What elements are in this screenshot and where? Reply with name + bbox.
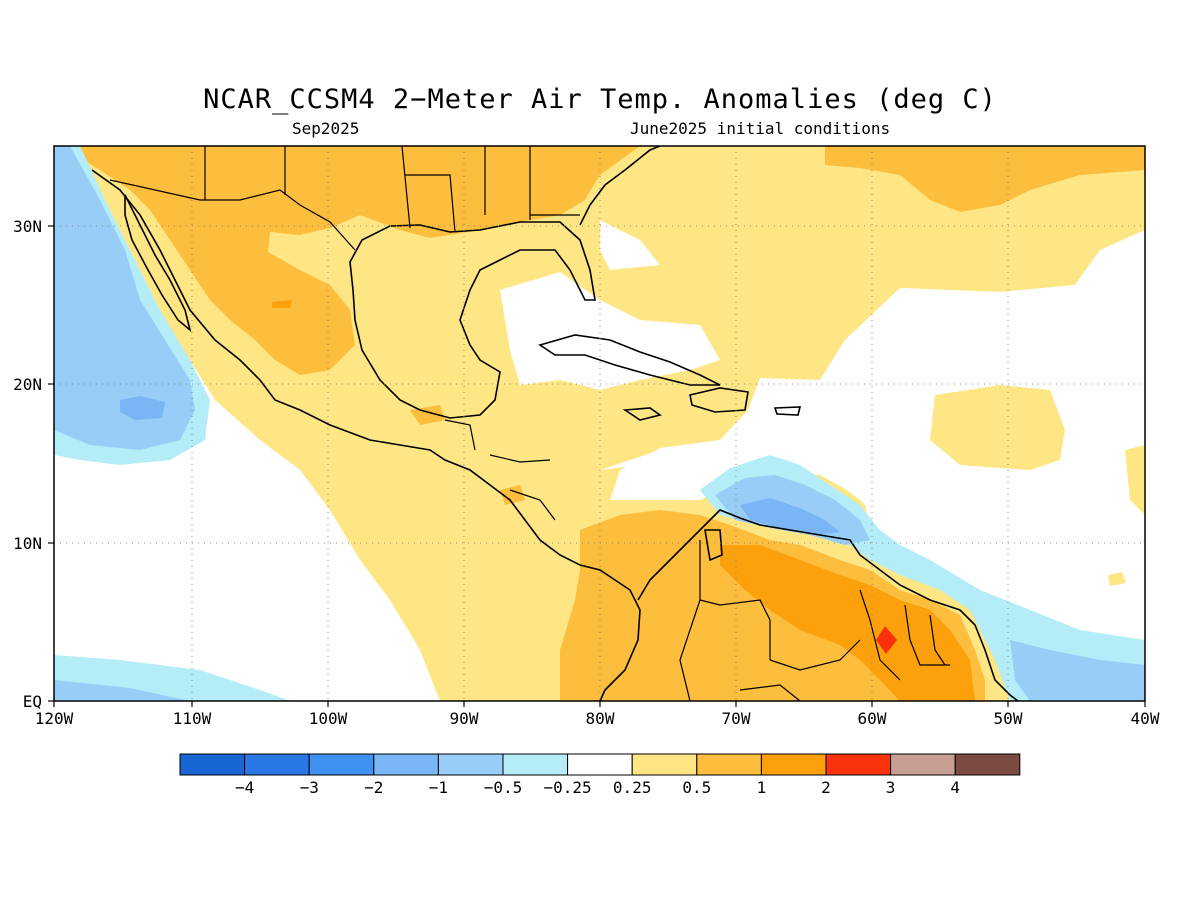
legend-swatch [373,753,439,776]
legend-swatch [437,753,504,776]
legend-swatch [890,753,956,776]
anomaly-field-light-blue-atlantic [1010,640,1145,701]
anomaly-field-red [876,626,897,654]
anomaly-field-orange-northeast [825,146,1145,212]
anomaly-field-light-yellow-edge [1125,445,1145,515]
legend-label: 4 [950,778,960,797]
anomaly-field-light-blue-pacific [54,146,195,450]
gridlines [54,146,1145,701]
longitude-labels: 120W 110W 100W 90W 80W 70W 60W 50W 40W [35,709,1160,728]
lon-label: 40W [1131,709,1160,728]
legend-label: −4 [235,778,254,797]
legend-label: −0.5 [484,778,523,797]
anomaly-field-dark-orange [720,545,975,701]
legend-swatch [308,753,375,776]
legend-label: 0.5 [682,778,711,797]
axis-ticks [48,225,1146,707]
anomaly-field-white-south-atlantic [1060,365,1145,470]
coastline-jamaica [622,407,662,421]
lon-label: 70W [722,709,751,728]
anomaly-field-white-east-atlantic [820,230,1145,400]
legend-swatch [954,753,1021,776]
border-us-states-4 [405,174,456,233]
border-sa-4 [859,589,901,681]
anomaly-field-orange-pacific-coast [500,485,525,505]
border-sa-1 [699,540,771,660]
lon-label: 90W [450,709,479,728]
chart-title: NCAR_CCSM4 2−Meter Air Temp. Anomalies (… [203,84,997,115]
legend-swatch [179,753,246,776]
lon-label: 100W [309,709,348,728]
border-central-america-1 [444,419,476,451]
border-central-america-2 [489,454,551,463]
political-borders [109,146,950,701]
legend-swatch [631,753,698,776]
lon-label: 60W [858,709,887,728]
color-legend: −4 −3 −2 −1 −0.5 −0.25 0.25 0.5 1 2 3 4 [179,753,1021,797]
legend-label: −2 [364,778,383,797]
anomaly-field-orange-small [272,300,292,308]
anomaly-field-blue-caribbean [740,498,840,535]
border-sa-5 [904,604,950,666]
coastline-maracaibo [704,529,723,562]
lon-label: 110W [173,709,212,728]
forecast-month: Sep2025 [292,119,360,138]
border-sa-6 [929,614,946,666]
border-central-america-3 [509,489,556,521]
coastlines [91,146,1019,701]
anomaly-field-blue-pacific [120,396,165,420]
legend-swatch [696,753,762,776]
coastline-puerto-rico [773,406,802,416]
coastline-east-us [579,146,661,226]
anomaly-field-orange-north [60,146,640,375]
legend-label: 0.25 [613,778,652,797]
lat-label: 10N [13,534,42,553]
anomaly-field-light-blue-south-pacific [54,680,190,701]
coastline-north-america [91,169,641,701]
legend-label: 2 [821,778,831,797]
legend-label: −3 [300,778,319,797]
initial-conditions: June2025 initial conditions [630,119,891,138]
border-us-states-3 [401,146,411,229]
lon-label: 120W [35,709,74,728]
border-sa-2 [679,599,701,701]
legend-label: 3 [886,778,896,797]
lat-label: 30N [13,217,42,236]
lon-label: 50W [994,709,1023,728]
coastline-hispaniola [689,387,749,413]
anomaly-field-light-yellow-atlantic [930,385,1065,470]
coastline-south-america [637,509,1019,701]
legend-swatch [760,753,827,776]
border-sa-3 [769,639,861,671]
anomaly-field-white-pacific [54,440,440,701]
border-us-mexico [109,179,356,251]
latitude-labels: 30N 20N 10N EQ [13,217,42,711]
coastline-baja [124,194,192,333]
lon-label: 80W [586,709,615,728]
lat-label: EQ [23,692,42,711]
legend-swatch [502,753,569,776]
legend-label: 1 [757,778,767,797]
lat-label: 20N [13,375,42,394]
anomaly-fields [54,146,1145,701]
anomaly-field-light-yellow-patch [1108,572,1126,586]
anomaly-field-white-gulf [600,220,660,270]
border-sa-7 [739,684,801,701]
legend-swatch [244,753,310,776]
coastline-gulf [349,221,596,419]
legend-swatch [825,753,892,776]
legend-label: −1 [429,778,448,797]
legend-swatch [567,753,633,776]
legend-label: −0.25 [544,778,592,797]
coastline-cuba [538,334,721,386]
